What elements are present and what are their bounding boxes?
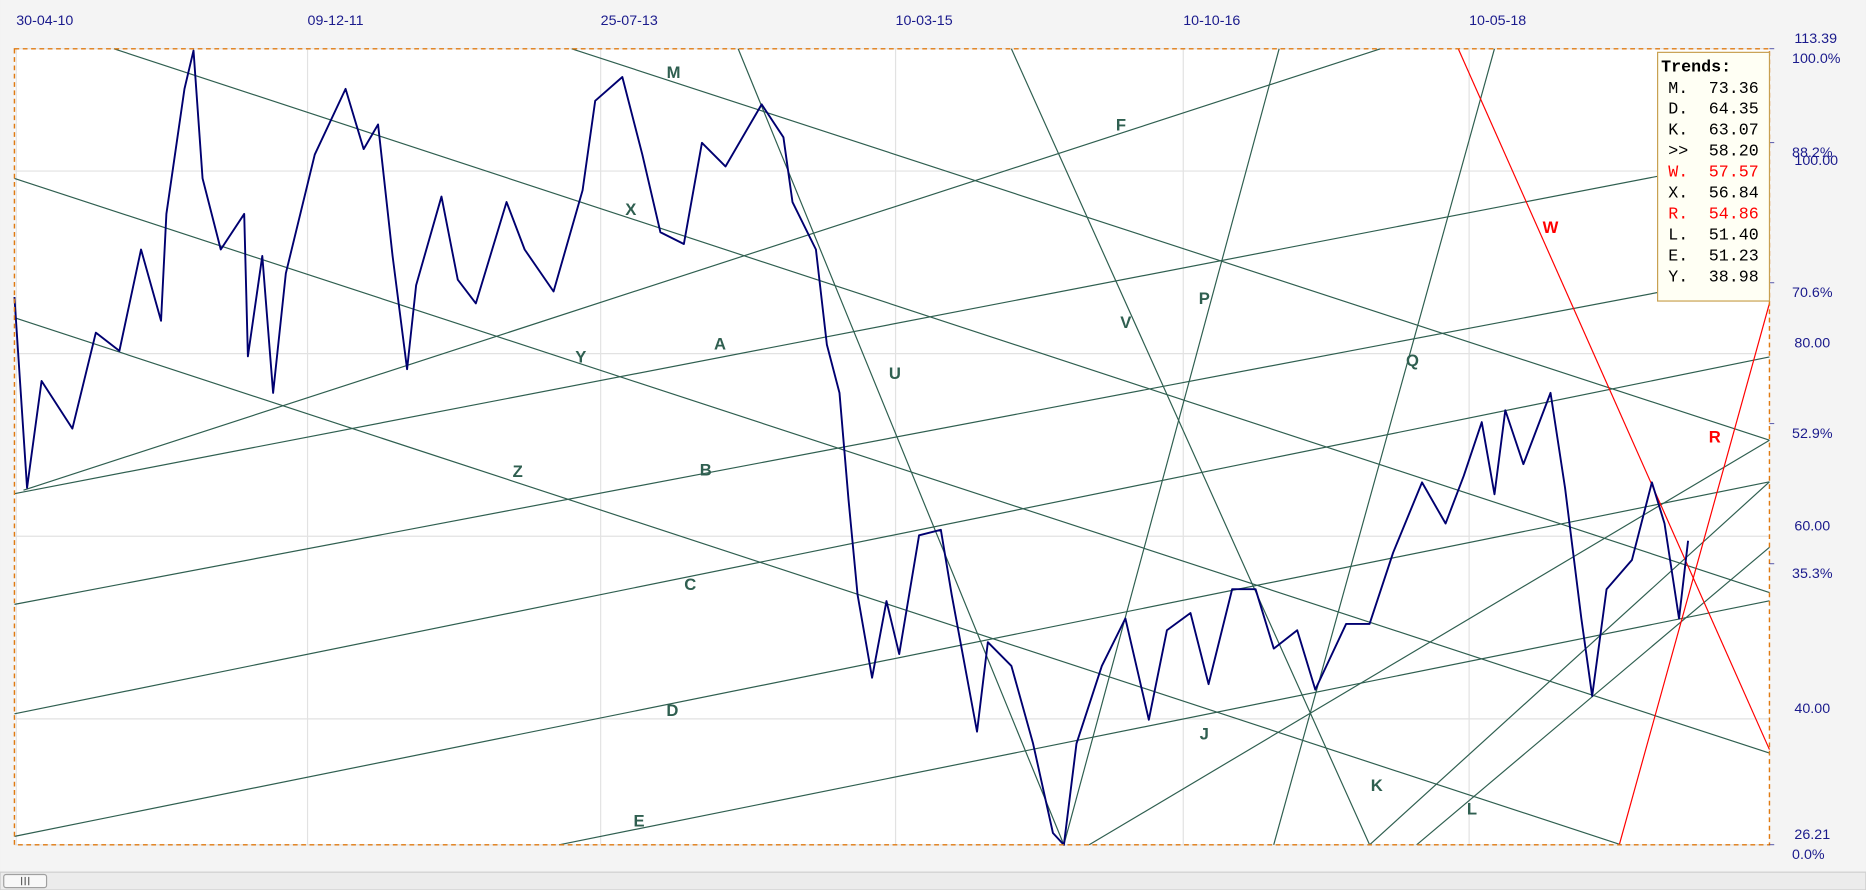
trend-name: D. <box>1668 100 1688 119</box>
trend-line-label: R <box>1709 427 1721 446</box>
trend-line <box>14 270 1770 605</box>
trends-box: Trends: M. 73.36 D. 64.35 K. 63.07 >> 58.20 W. 57… <box>1657 51 1771 302</box>
trend-line-label: V <box>1120 313 1131 332</box>
x-tick-label: 09-12-11 <box>308 13 364 29</box>
trend-line-label: F <box>1116 116 1126 135</box>
trend-line <box>23 48 1381 491</box>
trend-line <box>737 48 1065 846</box>
trend-line-label: D <box>666 701 678 720</box>
trend-value: 38.98 <box>1709 267 1759 286</box>
trend-line-label: Q <box>1406 351 1419 370</box>
trend-name: >> <box>1668 142 1688 161</box>
trend-line <box>14 481 1770 837</box>
plot-border <box>13 48 1771 846</box>
trend-line <box>1088 439 1770 846</box>
scrollbar[interactable] <box>0 871 1866 890</box>
y-tick-label: 60.00 <box>1794 518 1830 534</box>
trend-line <box>571 48 1770 441</box>
x-tick-label: 10-03-15 <box>896 13 953 29</box>
trend-line <box>14 356 1770 715</box>
trend-value: 63.07 <box>1709 121 1759 140</box>
trend-line-label: E <box>634 812 645 831</box>
x-tick-label: 30-04-10 <box>16 13 73 29</box>
trend-value: 73.36 <box>1709 79 1759 98</box>
y2-tick-label: 100.0% <box>1792 51 1841 67</box>
trend-line-label: K <box>1371 776 1383 795</box>
trend-line-label: J <box>1200 725 1209 744</box>
trend-name: W. <box>1668 163 1688 182</box>
trend-name: K. <box>1668 121 1688 140</box>
plot-area <box>14 48 1770 845</box>
y-tick-label: 80.00 <box>1794 336 1830 352</box>
trend-line-label: B <box>700 461 712 480</box>
trend-name: L. <box>1668 225 1688 244</box>
y2-tick-label: 70.6% <box>1792 285 1833 301</box>
trend-line-label: M <box>667 63 681 82</box>
y-tick-label: 113.39 <box>1794 31 1837 47</box>
trend-line <box>558 600 1770 846</box>
trend-lines: M X Y Z A F B C D E P Q J K L U V W R <box>14 48 1771 846</box>
trend-line <box>14 177 1770 754</box>
trend-value: 56.84 <box>1709 184 1759 203</box>
y-tick-label: 40.00 <box>1794 701 1830 717</box>
x-tick-label: 25-07-13 <box>601 13 658 29</box>
trend-line <box>1457 48 1771 750</box>
trend-line-label: C <box>684 575 696 594</box>
trend-line-label: Y <box>575 348 586 367</box>
axes: 30-04-10 09-12-11 25-07-13 10-03-15 10-10-16… <box>16 13 1841 863</box>
y2-tick-label: 0.0% <box>1792 847 1825 863</box>
trend-line-label: A <box>714 334 726 353</box>
price-line <box>13 49 1690 846</box>
trend-line-label: L <box>1467 800 1477 819</box>
trend-value: 51.40 <box>1709 225 1759 244</box>
series <box>13 49 1690 846</box>
trend-name: R. <box>1668 204 1688 223</box>
trend-value: 64.35 <box>1709 100 1759 119</box>
trend-line <box>1010 48 1371 846</box>
trends-box-frame <box>1657 51 1771 302</box>
trend-value: 54.86 <box>1709 204 1759 223</box>
trend-line <box>1063 48 1280 845</box>
trend-name: M. <box>1668 79 1688 98</box>
y2-tick-label: 88.2% <box>1792 145 1833 161</box>
trend-line <box>1618 303 1771 845</box>
trend-value: 57.57 <box>1709 163 1759 182</box>
trend-name: E. <box>1668 246 1688 265</box>
grid <box>14 48 1770 846</box>
trend-line-label: Z <box>513 462 523 481</box>
trend-line <box>14 154 1770 495</box>
y-tick-label: 100.00 <box>1794 153 1838 169</box>
scrollbar-track[interactable] <box>0 871 1866 890</box>
x-tick-label: 10-10-16 <box>1183 13 1240 29</box>
y2-tick-label: 35.3% <box>1792 566 1833 582</box>
y-tick-label: 26.21 <box>1794 827 1830 843</box>
trend-value: 58.20 <box>1709 142 1759 161</box>
trend-value: 51.23 <box>1709 246 1759 265</box>
trend-line <box>113 48 1770 594</box>
y2-tick-label: 52.9% <box>1792 426 1833 442</box>
trend-line-label: U <box>889 364 901 383</box>
trend-name: X. <box>1668 184 1688 203</box>
trend-line-label: X <box>625 200 636 219</box>
trend-line-label: W <box>1543 218 1559 237</box>
x-tick-label: 10-05-18 <box>1469 13 1526 29</box>
trend-line-label: P <box>1199 289 1210 308</box>
trend-name: Y. <box>1668 267 1688 286</box>
trends-title: Trends: <box>1661 57 1731 76</box>
